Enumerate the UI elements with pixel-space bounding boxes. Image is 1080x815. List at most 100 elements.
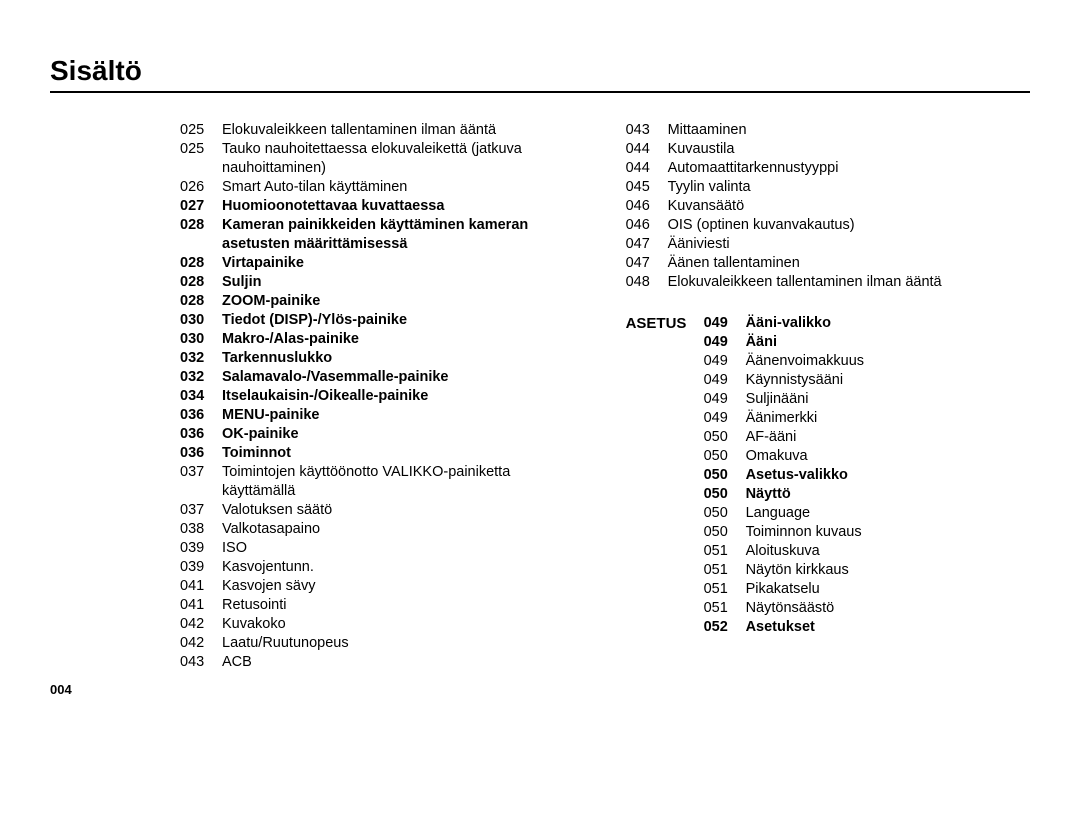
toc-page-ref: 030 <box>180 311 222 330</box>
toc-page-ref: 036 <box>180 444 222 463</box>
toc-entry: 050Toiminnon kuvaus <box>704 523 1030 542</box>
toc-page-ref: 028 <box>180 216 222 235</box>
toc-page-ref: 028 <box>180 254 222 273</box>
toc-entry-text: Makro-/Alas-painike <box>222 330 556 349</box>
toc-entry-text: Näyttö <box>746 485 1030 504</box>
toc-page-ref: 037 <box>180 463 222 482</box>
toc-entry: 049Suljinääni <box>704 390 1030 409</box>
toc-entry: 028Virtapainike <box>180 254 556 273</box>
toc-page-ref: 050 <box>704 523 746 542</box>
toc-entry-text: Äänen tallentaminen <box>668 254 1030 273</box>
toc-page-ref: 038 <box>180 520 222 539</box>
toc-entry: 041Kasvojen sävy <box>180 577 556 596</box>
toc-entry: 051Näytönsäästö <box>704 599 1030 618</box>
toc-page-ref: 042 <box>180 634 222 653</box>
toc-page-ref: 049 <box>704 314 746 333</box>
toc-entry-text: Kuvakoko <box>222 615 556 634</box>
toc-entry: 037Toimintojen käyttöönotto VALIKKO-pain… <box>180 463 556 501</box>
toc-entry-text: Itselaukaisin-/Oikealle-painike <box>222 387 556 406</box>
toc-page-ref: 044 <box>626 159 668 178</box>
toc-page-ref: 044 <box>626 140 668 159</box>
toc-entry: 043Mittaaminen <box>626 121 1030 140</box>
toc-entry-text: Language <box>746 504 1030 523</box>
toc-entry: 047Ääniviesti <box>626 235 1030 254</box>
toc-entry-text: Laatu/Ruutunopeus <box>222 634 556 653</box>
toc-page-ref: 045 <box>626 178 668 197</box>
toc-entry-text: Asetukset <box>746 618 1030 637</box>
toc-page-ref: 048 <box>626 273 668 292</box>
toc-entry: 044Automaattitarkennustyyppi <box>626 159 1030 178</box>
toc-entry: 028Suljin <box>180 273 556 292</box>
toc-entry-text: ZOOM-painike <box>222 292 556 311</box>
toc-entry-text: Äänenvoimakkuus <box>746 352 1030 371</box>
toc-entry-text: Salamavalo-/Vasemmalle-painike <box>222 368 556 387</box>
toc-page-ref: 050 <box>704 466 746 485</box>
toc-entry: 051Näytön kirkkaus <box>704 561 1030 580</box>
toc-page-ref: 047 <box>626 235 668 254</box>
toc-entry: 050Omakuva <box>704 447 1030 466</box>
toc-entry: 025Elokuvaleikkeen tallentaminen ilman ä… <box>180 121 556 140</box>
toc-entry-text: Näytönsäästö <box>746 599 1030 618</box>
toc-entry: 049Käynnistysääni <box>704 371 1030 390</box>
toc-entry: 030Makro-/Alas-painike <box>180 330 556 349</box>
toc-entry-text: Kameran painikkeiden käyttäminen kameran… <box>222 216 556 254</box>
toc-page-ref: 043 <box>180 653 222 672</box>
toc-entry-text: Toimintojen käyttöönotto VALIKKO-painike… <box>222 463 556 501</box>
toc-page-ref: 028 <box>180 292 222 311</box>
toc-entry: 030Tiedot (DISP)-/Ylös-painike <box>180 311 556 330</box>
toc-entry: 049Äänimerkki <box>704 409 1030 428</box>
toc-entry: 051Pikakatselu <box>704 580 1030 599</box>
toc-entry-text: Retusointi <box>222 596 556 615</box>
toc-right-column: 043Mittaaminen044Kuvaustila044Automaatti… <box>626 121 1030 672</box>
toc-page-ref: 027 <box>180 197 222 216</box>
toc-entry: 034Itselaukaisin-/Oikealle-painike <box>180 387 556 406</box>
toc-page-ref: 050 <box>704 447 746 466</box>
toc-page-ref: 051 <box>704 580 746 599</box>
toc-page-ref: 051 <box>704 561 746 580</box>
toc-entry: 049Ääni <box>704 333 1030 352</box>
toc-page-ref: 039 <box>180 539 222 558</box>
toc-entry: 046OIS (optinen kuvanvakautus) <box>626 216 1030 235</box>
section-label: ASETUS <box>626 314 704 637</box>
toc-entry-text: AF-ääni <box>746 428 1030 447</box>
toc-page-ref: 036 <box>180 425 222 444</box>
toc-entry: 027Huomioonotettavaa kuvattaessa <box>180 197 556 216</box>
toc-entry: 044Kuvaustila <box>626 140 1030 159</box>
toc-page-ref: 050 <box>704 485 746 504</box>
toc-entry: 041Retusointi <box>180 596 556 615</box>
toc-entry: 039ISO <box>180 539 556 558</box>
toc-page-ref: 025 <box>180 140 222 159</box>
toc-page-ref: 032 <box>180 349 222 368</box>
toc-page-ref: 051 <box>704 599 746 618</box>
toc-entry-text: Automaattitarkennustyyppi <box>668 159 1030 178</box>
toc-page-ref: 032 <box>180 368 222 387</box>
toc-entry-text: Virtapainike <box>222 254 556 273</box>
toc-entry-text: Äänimerkki <box>746 409 1030 428</box>
toc-entry: 045Tyylin valinta <box>626 178 1030 197</box>
toc-page-ref: 039 <box>180 558 222 577</box>
toc-entry-text: ACB <box>222 653 556 672</box>
toc-entry-text: Kasvojen sävy <box>222 577 556 596</box>
toc-page-ref: 041 <box>180 596 222 615</box>
toc-entry: 050Language <box>704 504 1030 523</box>
toc-entry: 028Kameran painikkeiden käyttäminen kame… <box>180 216 556 254</box>
toc-entry: 036MENU-painike <box>180 406 556 425</box>
toc-page-ref: 034 <box>180 387 222 406</box>
toc-entry-text: Näytön kirkkaus <box>746 561 1030 580</box>
toc-entry-text: Toiminnon kuvaus <box>746 523 1030 542</box>
toc-page-ref: 046 <box>626 197 668 216</box>
toc-entry-text: ISO <box>222 539 556 558</box>
toc-entry: 049Äänenvoimakkuus <box>704 352 1030 371</box>
toc-entry-text: Tyylin valinta <box>668 178 1030 197</box>
toc-entry-text: Valkotasapaino <box>222 520 556 539</box>
toc-entry: 050Asetus-valikko <box>704 466 1030 485</box>
toc-entry-text: Huomioonotettavaa kuvattaessa <box>222 197 556 216</box>
toc-entry-text: Pikakatselu <box>746 580 1030 599</box>
toc-entry-text: Omakuva <box>746 447 1030 466</box>
toc-entry: 052Asetukset <box>704 618 1030 637</box>
toc-entry: 038Valkotasapaino <box>180 520 556 539</box>
toc-entry: 025Tauko nauhoitettaessa elokuvaleikettä… <box>180 140 556 178</box>
toc-entry-text: MENU-painike <box>222 406 556 425</box>
toc-entry: 047Äänen tallentaminen <box>626 254 1030 273</box>
toc-page-ref: 052 <box>704 618 746 637</box>
